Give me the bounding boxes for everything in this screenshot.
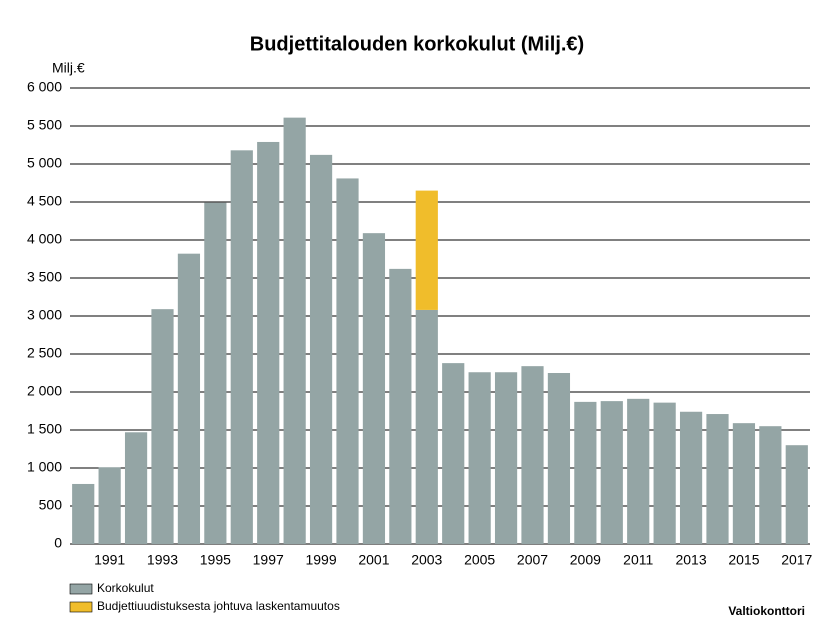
bar — [415, 309, 438, 544]
y-tick-label: 1 000 — [27, 459, 62, 475]
bar — [468, 372, 491, 544]
bar — [759, 426, 782, 544]
bar — [72, 483, 95, 544]
bar — [230, 150, 253, 544]
legend-swatch — [69, 601, 93, 613]
y-tick-label: 500 — [39, 497, 63, 513]
y-tick-label: 6 000 — [27, 79, 62, 95]
x-tick-label: 2015 — [728, 552, 759, 568]
bar — [706, 414, 729, 544]
legend-label: Budjettiuudistuksesta johtuva laskentamu… — [97, 599, 340, 613]
y-tick-label: 2 000 — [27, 383, 62, 399]
y-tick-label: 4 500 — [27, 193, 62, 209]
y-tick-label: 5 500 — [27, 117, 62, 133]
x-tick-label: 1999 — [305, 552, 336, 568]
y-tick-label: 1 500 — [27, 421, 62, 437]
legend-swatch — [69, 583, 93, 595]
x-tick-label: 2007 — [517, 552, 548, 568]
x-tick-label: 2001 — [358, 552, 389, 568]
y-tick-label: 3 000 — [27, 307, 62, 323]
x-tick-label: 2003 — [411, 552, 442, 568]
x-tick-label: 2009 — [570, 552, 601, 568]
bar — [124, 432, 148, 544]
bar — [600, 401, 623, 544]
bar — [336, 178, 359, 544]
bar — [362, 233, 386, 544]
bar — [177, 253, 201, 544]
x-tick-label: 2011 — [623, 552, 653, 568]
x-tick-label: 1991 — [94, 552, 125, 568]
bar — [494, 372, 518, 544]
x-tick-label: 2005 — [464, 552, 495, 568]
bar — [98, 467, 121, 544]
y-tick-label: 3 500 — [27, 269, 62, 285]
bar — [732, 423, 756, 544]
bar — [627, 398, 650, 544]
x-tick-label: 1993 — [147, 552, 178, 568]
bar — [151, 309, 174, 544]
y-tick-label: 5 000 — [27, 155, 62, 171]
y-tick-label: 4 000 — [27, 231, 62, 247]
bar — [204, 202, 227, 544]
bar — [415, 190, 438, 310]
y-axis-label: Milj.€ — [52, 60, 85, 76]
bar — [574, 401, 597, 544]
y-tick-label: 0 — [54, 535, 62, 551]
y-tick-label: 2 500 — [27, 345, 62, 361]
bar — [257, 141, 280, 544]
bar — [283, 117, 306, 544]
source: Valtiokonttori — [728, 604, 805, 618]
x-tick-label: 2017 — [781, 552, 812, 568]
chart-title: Budjettitalouden korkokulut (Milj.€) — [250, 33, 584, 55]
bar — [679, 411, 703, 544]
x-tick-label: 2013 — [675, 552, 706, 568]
x-tick-label: 1995 — [200, 552, 231, 568]
bar — [547, 373, 571, 544]
bar — [442, 363, 465, 544]
bar — [389, 268, 412, 544]
legend-label: Korkokulut — [97, 581, 154, 595]
bar — [521, 366, 544, 544]
x-tick-label: 1997 — [253, 552, 284, 568]
bar — [653, 402, 676, 544]
bar — [309, 154, 333, 544]
bar — [785, 445, 808, 544]
